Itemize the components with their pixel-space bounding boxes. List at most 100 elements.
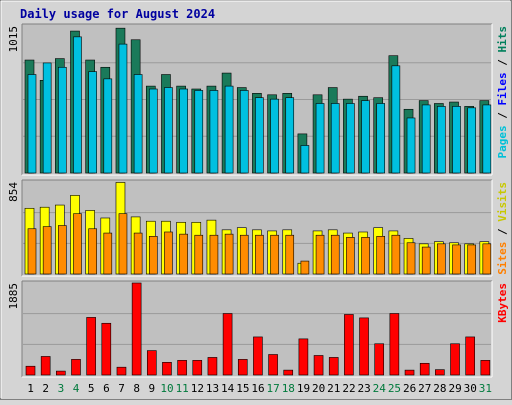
bar-sites-day-5 [88,228,97,275]
bar-sites-day-6 [103,232,113,275]
x-tick-label: 7 [118,382,125,395]
bar-kbytes-day-23 [359,317,369,376]
bar-pages-day-15 [239,90,249,174]
bar-pages-day-4 [73,36,82,174]
bar-pages-day-8 [133,74,143,174]
bar-sites-day-15 [239,234,249,275]
x-tick-label: 5 [88,382,95,395]
x-tick-label: 23 [358,382,371,395]
panel-max-label: 1885 [7,283,20,310]
bar-kbytes-day-29 [450,343,460,376]
bar-sites-day-18 [285,234,295,275]
x-tick-label: 9 [149,382,156,395]
x-tick-label: 11 [176,382,189,395]
bar-kbytes-day-11 [177,360,187,376]
bar-pages-day-7 [118,43,128,174]
bar-pages-day-22 [346,103,355,174]
panel-legend: Sites / Visits [496,182,509,275]
bar-pages-day-27 [421,104,431,174]
bar-kbytes-day-26 [404,369,415,376]
legend-item-files: Files [496,72,509,105]
x-tick-label: 10 [160,382,173,395]
x-tick-label: 2 [42,382,49,395]
bar-kbytes-day-21 [328,357,339,376]
bar-pages-day-6 [103,78,113,174]
bar-kbytes-day-19 [298,338,309,376]
x-tick-label: 14 [221,382,235,395]
x-tick-label: 29 [448,382,461,395]
bar-sites-day-14 [224,233,234,275]
x-tick-label: 8 [133,382,140,395]
legend-item-visits: Visits [496,182,509,222]
bar-pages-day-12 [194,90,204,174]
panel-kbytes: 1885 KBytes [7,280,509,378]
bar-pages-day-18 [285,97,295,174]
x-tick-label: 22 [342,382,355,395]
bar-kbytes-day-2 [40,356,51,376]
panel-max-label: 854 [7,182,20,202]
x-tick-label: 17 [267,382,280,395]
bar-pages-day-31 [482,104,492,174]
bar-kbytes-day-13 [207,357,218,376]
bar-kbytes-day-8 [131,282,142,376]
x-tick-label: 19 [297,382,310,395]
bar-pages-day-26 [406,117,416,174]
bar-sites-day-3 [58,225,67,275]
x-tick-label: 15 [236,382,249,395]
legend-text: Pages / Files / Hits [496,26,509,159]
bar-sites-day-16 [255,234,264,275]
bar-sites-day-27 [421,246,431,275]
bar-pages-day-19 [300,145,310,174]
bar-sites-day-10 [164,231,173,275]
x-tick-label: 31 [479,382,492,395]
x-tick-label: 18 [282,382,295,395]
bar-sites-day-29 [452,244,461,275]
bar-sites-day-1 [27,228,37,275]
bar-pages-day-2 [42,62,52,174]
bar-pages-day-21 [330,103,340,174]
bar-pages-day-20 [315,103,325,174]
bar-pages-day-5 [88,71,97,174]
bar-sites-day-12 [194,234,204,275]
x-tick-label: 1 [27,382,34,395]
bar-sites-day-4 [73,213,82,275]
legend-item-hits: Hits [496,26,509,53]
bar-pages-day-16 [255,97,264,174]
bar-kbytes-day-14 [222,313,233,376]
panel-max-label: 1015 [7,26,20,53]
panel-legend: Pages / Files / Hits [496,26,509,159]
bar-kbytes-day-15 [237,359,248,376]
legend-text: KBytes [496,283,509,323]
bar-kbytes-day-10 [162,362,172,376]
bar-sites-day-17 [270,234,279,275]
x-tick-label: 12 [191,382,204,395]
legend-item-sites: Sites [496,242,509,275]
x-tick-label: 21 [327,382,340,395]
bar-kbytes-day-22 [344,314,354,376]
panel-legend: KBytes [496,283,509,323]
x-tick-label: 4 [73,382,80,395]
bar-sites-day-19 [300,260,310,275]
bar-kbytes-day-16 [253,336,263,376]
legend-separator: / [496,53,509,73]
bar-sites-day-8 [133,232,143,275]
bar-pages-day-17 [270,98,279,174]
x-tick-label: 27 [418,382,431,395]
bar-kbytes-day-12 [192,360,203,376]
bar-pages-day-23 [361,100,370,174]
x-tick-label: 30 [464,382,477,395]
panel-visits: 854 Sites / Visits [7,179,509,277]
bar-kbytes-day-3 [56,370,66,376]
bar-sites-day-26 [406,242,416,275]
bar-kbytes-day-17 [268,354,278,376]
bar-kbytes-day-1 [25,365,36,376]
bar-pages-day-10 [164,87,173,174]
bar-kbytes-day-9 [146,350,157,376]
legend-item-kbytes: KBytes [496,283,509,323]
x-tick-label: 26 [403,382,416,395]
bar-sites-day-23 [361,237,370,275]
bar-kbytes-day-25 [389,313,400,376]
bar-sites-day-21 [330,234,340,275]
bar-pages-day-25 [391,65,401,174]
x-tick-label: 13 [206,382,219,395]
